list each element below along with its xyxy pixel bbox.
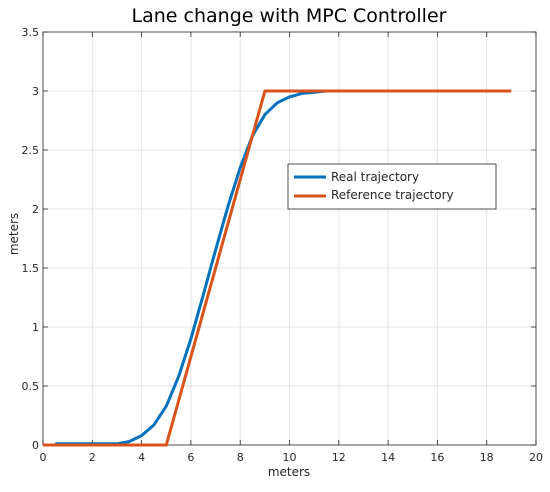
x-tick-label: 6 [187,451,194,464]
legend: Real trajectory Reference trajectory [287,163,497,210]
y-tick-label: 3.5 [22,26,40,39]
x-tick-label: 0 [40,451,47,464]
x-tick-label: 20 [529,451,543,464]
legend-label-real: Real trajectory [331,170,419,184]
x-tick-label: 2 [89,451,96,464]
axis-tick-labels: 0 2 4 6 8 10 12 14 16 18 20 0 0.5 1 1.5 2 2.5 3 3.5 [22,26,544,464]
x-tick-label: 12 [332,451,346,464]
x-tick-label: 8 [237,451,244,464]
y-tick-label: 0.5 [22,380,40,393]
x-tick-label: 18 [480,451,494,464]
x-tick-label: 14 [381,451,395,464]
y-tick-label: 3 [32,85,39,98]
series-line-real [55,89,389,446]
chart-title: Lane change with MPC Controller [132,5,447,27]
y-tick-label: 2.5 [22,144,40,157]
x-tick-label: 4 [138,451,145,464]
legend-box [287,163,497,210]
y-axis-label: meters [7,213,21,255]
grid [42,31,537,446]
y-tick-label: 1.5 [22,262,40,275]
y-tick-label: 2 [32,203,39,216]
legend-label-reference: Reference trajectory [331,188,454,202]
series-layer [43,89,512,447]
x-tick-label: 10 [283,451,297,464]
y-tick-label: 0 [32,439,39,452]
series-line-reference [43,89,512,447]
y-tick-label: 1 [32,321,39,334]
x-axis-label: meters [268,465,310,479]
x-tick-label: 16 [430,451,444,464]
